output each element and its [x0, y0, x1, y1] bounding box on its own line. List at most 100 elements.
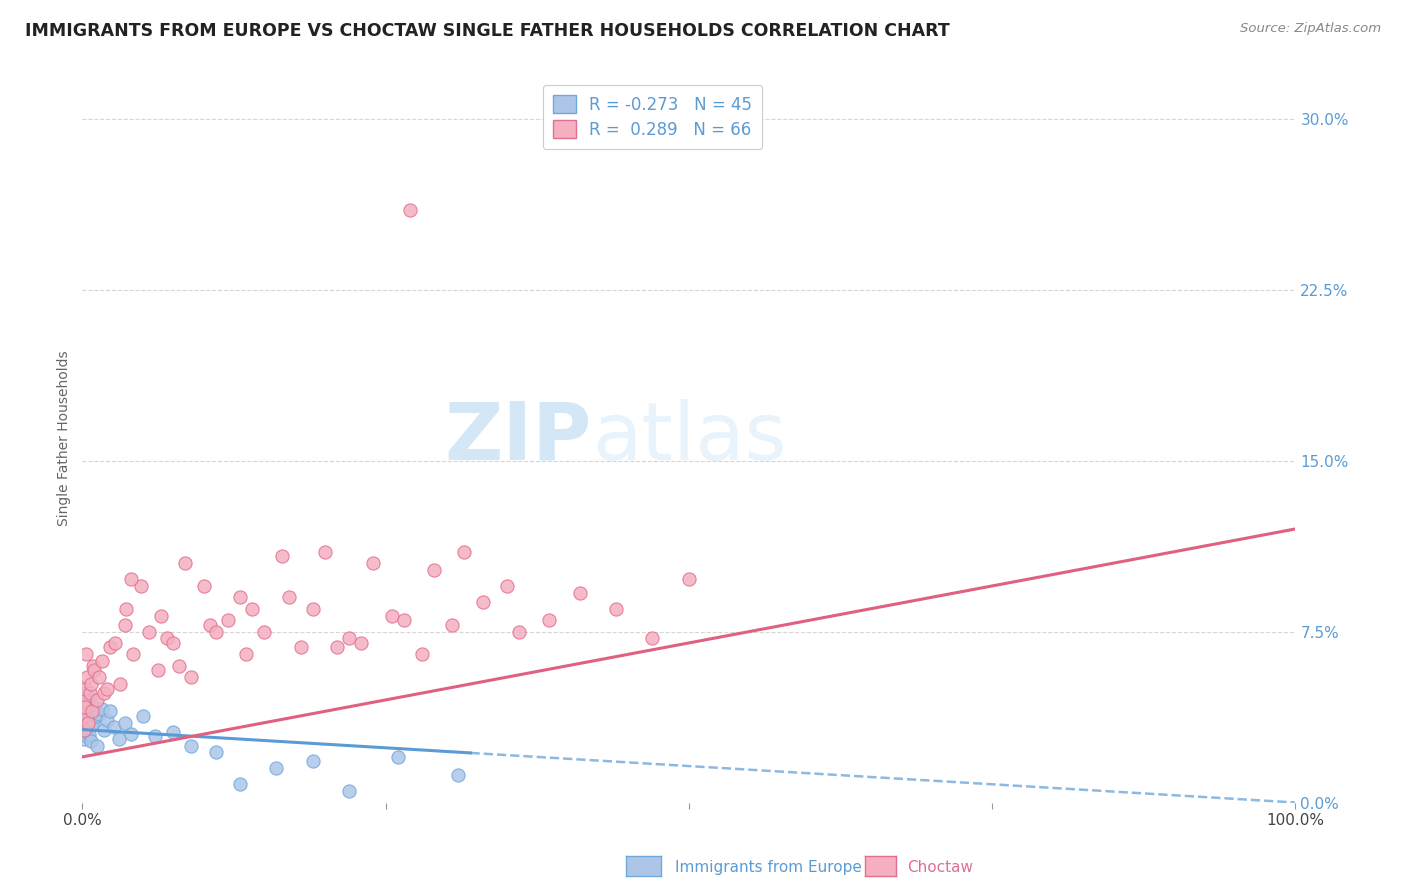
Point — [290, 640, 312, 655]
Point — [441, 617, 464, 632]
Point — [86, 693, 108, 707]
Point — [80, 718, 103, 732]
Point — [89, 706, 111, 721]
Point — [471, 595, 494, 609]
Point — [266, 761, 288, 775]
Point — [73, 693, 96, 707]
Point — [120, 727, 142, 741]
Point — [98, 704, 121, 718]
Point — [114, 617, 136, 632]
Legend: R = -0.273   N = 45, R =  0.289   N = 66: R = -0.273 N = 45, R = 0.289 N = 66 — [543, 85, 762, 149]
Point — [253, 624, 276, 639]
Text: ZIP: ZIP — [444, 399, 592, 476]
Point — [641, 632, 664, 646]
Point — [496, 579, 519, 593]
Point — [72, 699, 94, 714]
Point — [156, 632, 179, 646]
Point — [75, 648, 97, 662]
Point — [229, 777, 252, 791]
Point — [104, 636, 127, 650]
Point — [381, 608, 404, 623]
Point — [72, 693, 94, 707]
Point — [73, 720, 96, 734]
Point — [180, 739, 202, 753]
Point — [82, 715, 104, 730]
Point — [169, 658, 191, 673]
Point — [77, 715, 100, 730]
Point — [277, 591, 299, 605]
Point — [72, 709, 94, 723]
Point — [204, 624, 226, 639]
Point — [77, 727, 100, 741]
Point — [337, 632, 360, 646]
Text: Source: ZipAtlas.com: Source: ZipAtlas.com — [1240, 22, 1381, 36]
Text: IMMIGRANTS FROM EUROPE VS CHOCTAW SINGLE FATHER HOUSEHOLDS CORRELATION CHART: IMMIGRANTS FROM EUROPE VS CHOCTAW SINGLE… — [25, 22, 950, 40]
Point — [96, 681, 118, 696]
Point — [93, 686, 115, 700]
Point — [138, 624, 160, 639]
Point — [392, 613, 415, 627]
Point — [162, 636, 184, 650]
Point — [162, 724, 184, 739]
Point — [79, 686, 101, 700]
Point — [96, 714, 118, 728]
Point — [508, 624, 530, 639]
Point — [568, 586, 591, 600]
Point — [204, 745, 226, 759]
Point — [80, 677, 103, 691]
Point — [129, 579, 152, 593]
Point — [103, 720, 125, 734]
Point — [76, 702, 98, 716]
Point — [73, 731, 96, 746]
Point — [75, 723, 97, 737]
Text: atlas: atlas — [592, 399, 786, 476]
Point — [98, 640, 121, 655]
Point — [90, 702, 112, 716]
Y-axis label: Single Father Households: Single Father Households — [58, 350, 72, 525]
Point — [80, 734, 103, 748]
Point — [180, 670, 202, 684]
Point — [76, 730, 98, 744]
Point — [73, 681, 96, 696]
Point — [217, 613, 239, 627]
Point — [79, 711, 101, 725]
Point — [387, 750, 409, 764]
Point — [240, 601, 263, 615]
Point — [75, 686, 97, 700]
Point — [235, 648, 257, 662]
Point — [447, 768, 470, 782]
Point — [605, 601, 627, 615]
Point — [314, 545, 336, 559]
Point — [108, 677, 131, 691]
Point — [72, 715, 94, 730]
Point — [73, 704, 96, 718]
Point — [89, 670, 111, 684]
Point — [538, 613, 561, 627]
Point — [73, 706, 96, 721]
Point — [271, 549, 294, 564]
Point — [107, 731, 129, 746]
Point — [122, 648, 145, 662]
Point — [146, 663, 169, 677]
Point — [90, 654, 112, 668]
Point — [82, 658, 104, 673]
Point — [114, 715, 136, 730]
Text: Immigrants from Europe: Immigrants from Europe — [675, 860, 862, 874]
Point — [83, 663, 105, 677]
Point — [363, 556, 385, 570]
Point — [337, 784, 360, 798]
Point — [193, 579, 215, 593]
Point — [453, 545, 475, 559]
Point — [301, 601, 323, 615]
Point — [73, 723, 96, 737]
Point — [115, 601, 138, 615]
Point — [198, 617, 221, 632]
Point — [80, 704, 103, 718]
Point — [411, 648, 433, 662]
Point — [678, 572, 700, 586]
Point — [229, 591, 252, 605]
Point — [120, 572, 142, 586]
Point — [83, 699, 105, 714]
Point — [84, 709, 107, 723]
Point — [350, 636, 373, 650]
